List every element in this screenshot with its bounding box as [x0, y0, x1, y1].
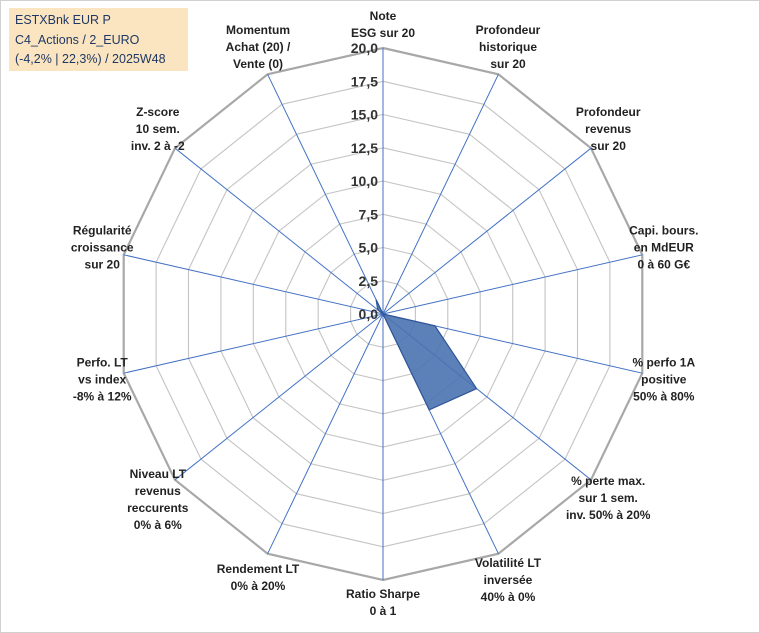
axis-label: Volatilité LT inversée 40% à 0% — [475, 556, 542, 604]
radar-spoke — [174, 313, 384, 481]
axis-label-line: inv. 2 à -2 — [131, 139, 185, 153]
axis-label-line: 0% à 6% — [134, 518, 182, 532]
axis-label: Ratio Sharpe 0 à 1 — [346, 587, 420, 618]
radar-spoke — [267, 74, 384, 315]
axis-label: Profondeur revenus sur 20 — [576, 105, 641, 153]
radar-series — [375, 299, 478, 411]
tick-label: 15,0 — [351, 107, 378, 123]
tick-label: 12,5 — [351, 140, 378, 156]
axis-label: Régularité croissance sur 20 — [71, 224, 134, 272]
axis-label-line: positive — [641, 372, 687, 386]
radar-axis-labels: Note ESG sur 20 Profondeur historique sur 20… — [71, 9, 699, 618]
radar-spoke — [382, 74, 499, 315]
tick-label: 17,5 — [351, 73, 378, 89]
radar-spoke — [267, 313, 384, 554]
axis-label-line: Momentum — [226, 23, 290, 37]
tick-label: 0,0 — [359, 306, 379, 322]
axis-label-line: 0 à 1 — [370, 604, 397, 618]
axis-label-line: inv. 50% à 20% — [566, 508, 651, 522]
fund-category: C4_Actions / 2_EURO — [15, 32, 140, 47]
axis-label: % perte max. sur 1 sem. inv. 50% à 20% — [566, 474, 651, 522]
axis-label-line: revenus — [135, 484, 181, 498]
axis-label-line: Profondeur — [476, 23, 541, 37]
axis-label-line: Achat (20) / — [226, 40, 291, 54]
axis-label-line: sur 1 sem. — [579, 491, 638, 505]
axis-label-line: reccurents — [127, 501, 189, 515]
axis-label-line: Ratio Sharpe — [346, 587, 420, 601]
axis-label-line: sur 20 — [490, 57, 526, 71]
radar-spoke — [123, 313, 384, 374]
axis-label: Z-score 10 sem. inv. 2 à -2 — [131, 105, 185, 153]
axis-label: % perfo 1A positive 50% à 80% — [632, 355, 695, 403]
axis-label-line: en MdEUR — [634, 241, 694, 255]
fund-performance-week: (-4,2% | 22,3%) / 2025W48 — [15, 52, 166, 66]
tick-label: 10,0 — [351, 173, 378, 189]
tick-label: 7,5 — [359, 206, 379, 222]
axis-label-line: Profondeur — [576, 105, 641, 119]
axis-label-line: sur 20 — [591, 139, 627, 153]
radar-tick-labels: 0,0 2,5 5,0 7,5 10,0 12,5 15,0 17,5 20,0 — [351, 40, 378, 322]
axis-label: Momentum Achat (20) / Vente (0) — [226, 23, 291, 71]
axis-label-line: 0 à 60 G€ — [637, 258, 690, 272]
axis-label: Profondeur historique sur 20 — [476, 23, 541, 71]
axis-label-line: Régularité — [73, 224, 132, 238]
axis-label-line: 10 sem. — [136, 122, 180, 136]
fund-name: ESTXBnk EUR P — [15, 13, 111, 27]
axis-label: Capi. bours. en MdEUR 0 à 60 G€ — [629, 224, 698, 272]
radar-spokes — [123, 48, 643, 580]
chart-title-box: ESTXBnk EUR P C4_Actions / 2_EURO (-4,2%… — [9, 8, 188, 71]
axis-label-line: 40% à 0% — [481, 590, 536, 604]
radar-spoke — [382, 254, 643, 315]
axis-label-line: Note — [370, 9, 397, 23]
axis-label-line: inversée — [484, 573, 533, 587]
axis-label-line: Volatilité LT — [475, 556, 542, 570]
radar-spoke — [382, 147, 592, 315]
axis-label: Niveau LT revenus reccurents 0% à 6% — [127, 467, 189, 532]
axis-label-line: revenus — [585, 122, 631, 136]
axis-label-line: 50% à 80% — [633, 389, 695, 403]
axis-label-line: % perfo 1A — [632, 355, 695, 369]
axis-label-line: 0% à 20% — [231, 579, 286, 593]
axis-label-line: croissance — [71, 241, 134, 255]
series-area — [375, 299, 478, 411]
axis-label-line: ESG sur 20 — [351, 26, 415, 40]
tick-label: 5,0 — [359, 240, 379, 256]
axis-label-line: Rendement LT — [217, 562, 300, 576]
axis-label-line: sur 20 — [85, 258, 121, 272]
axis-label-line: Capi. bours. — [629, 224, 698, 238]
axis-label-line: historique — [479, 40, 537, 54]
axis-label: Note ESG sur 20 — [351, 9, 415, 40]
axis-label-line: -8% à 12% — [73, 389, 132, 403]
axis-label-line: Vente (0) — [233, 57, 283, 71]
radar-spoke — [174, 147, 384, 315]
axis-label-line: % perte max. — [571, 474, 645, 488]
tick-label: 2,5 — [359, 273, 379, 289]
axis-label-line: Niveau LT — [130, 467, 187, 481]
axis-label-line: Z-score — [136, 105, 180, 119]
axis-label: Perfo. LT vs index -8% à 12% — [73, 355, 132, 403]
axis-label: Rendement LT 0% à 20% — [217, 562, 300, 593]
axis-label-line: Perfo. LT — [77, 355, 129, 369]
tick-label: 20,0 — [351, 40, 378, 56]
axis-label-line: vs index — [78, 372, 126, 386]
radar-spoke — [123, 254, 384, 315]
